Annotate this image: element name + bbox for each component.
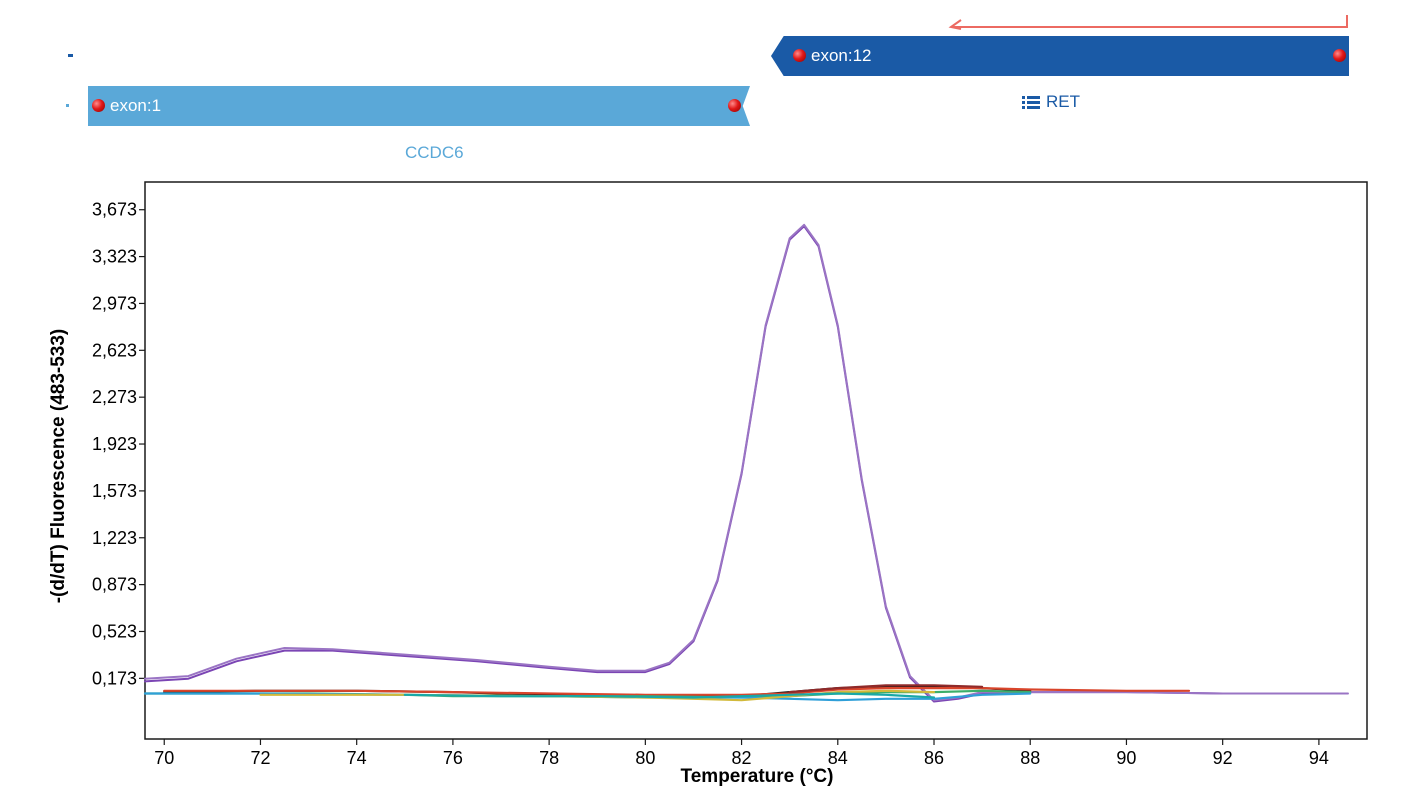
track-marker-left-bottom: [66, 104, 69, 107]
gene-track: exon:1 CCDC6 exon:12 RET: [0, 0, 1416, 175]
exon-12-end-marker: [1333, 49, 1346, 62]
y-tick-label: 2,273: [92, 387, 137, 407]
exon-12-label: exon:12: [811, 46, 872, 65]
y-axis: 0,173 0,523 0,873 1,223 1,573 1,923 2,273 2,623…: [92, 200, 145, 688]
exon-1-end-marker: [728, 99, 741, 112]
primer-arrowhead: [948, 19, 962, 30]
exon-1-label: exon:1: [110, 96, 162, 115]
y-tick-label: 0,523: [92, 621, 137, 641]
series-line-4: [163, 686, 1191, 696]
y-tick-label: 2,973: [92, 293, 137, 313]
x-tick-label: 90: [1116, 748, 1136, 768]
primer-line: [951, 15, 1348, 28]
x-tick-label: 80: [635, 748, 655, 768]
melt-curve-chart: 0,173 0,523 0,873 1,223 1,573 1,923 2,273 2,623…: [48, 181, 1368, 787]
x-tick-label: 78: [539, 748, 559, 768]
y-tick-label: 0,873: [92, 575, 137, 595]
y-tick-label: 1,573: [92, 481, 137, 501]
x-tick-label: 70: [154, 748, 174, 768]
track-marker-left-top: [68, 54, 73, 57]
x-tick-label: 72: [250, 748, 270, 768]
ret-gene-label: RET: [1046, 92, 1080, 111]
ret-gene-row: RET: [1022, 92, 1080, 112]
x-tick-label: 86: [924, 748, 944, 768]
y-tick-label: 0,173: [92, 668, 137, 688]
ccdc6-gene-label: CCDC6: [405, 143, 464, 162]
x-tick-label: 84: [828, 748, 848, 768]
x-axis: 70 72 74 76 78 80 82 84 86 88 90 92 94: [154, 739, 1329, 768]
x-tick-label: 82: [732, 748, 752, 768]
plot-frame: [144, 181, 1368, 740]
x-tick-label: 76: [443, 748, 463, 768]
series-group: [143, 223, 1349, 703]
x-tick-label: 94: [1309, 748, 1329, 768]
y-tick-label: 2,623: [92, 340, 137, 360]
x-tick-label: 92: [1213, 748, 1233, 768]
series-line-8: [403, 692, 936, 699]
list-icon: [1022, 96, 1040, 109]
exon-12-start-marker: [793, 49, 806, 62]
y-tick-label: 3,673: [92, 200, 137, 220]
y-tick-label: 3,323: [92, 247, 137, 267]
exon-1-feature[interactable]: exon:1: [88, 86, 750, 126]
x-axis-title: Temperature (°C): [681, 766, 834, 787]
x-tick-label: 74: [347, 748, 367, 768]
x-tick-label: 88: [1020, 748, 1040, 768]
y-axis-title: -(d/dT) Fluorescence (483-533): [48, 329, 69, 604]
y-tick-label: 1,923: [92, 434, 137, 454]
exon-1-start-marker: [92, 99, 105, 112]
series-line-9: [788, 684, 984, 694]
exon-12-feature[interactable]: exon:12: [771, 36, 1349, 76]
primer-arrow: [948, 15, 1348, 30]
y-tick-label: 1,223: [92, 528, 137, 548]
